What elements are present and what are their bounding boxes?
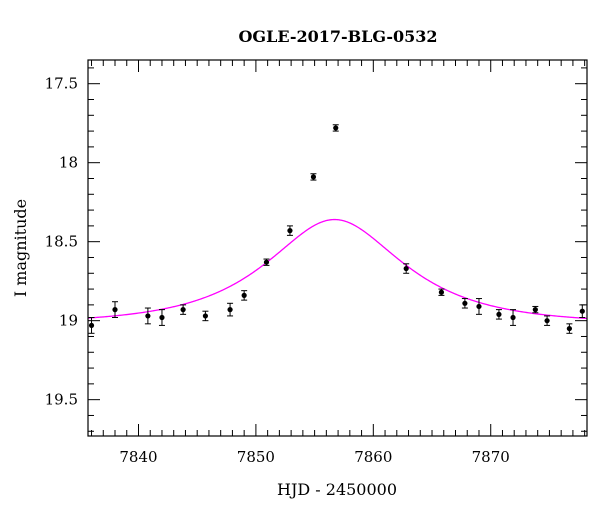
plot-frame xyxy=(87,59,588,437)
data-point xyxy=(532,305,539,314)
data-point xyxy=(566,323,573,334)
data-points-layer xyxy=(88,124,586,334)
data-point-marker xyxy=(112,307,118,313)
data-point xyxy=(263,258,270,266)
data-point xyxy=(202,310,209,322)
y-tick-label: 19 xyxy=(59,312,78,330)
data-point-marker xyxy=(333,125,339,131)
chart-title: OGLE-2017-BLG-0532 xyxy=(238,27,437,46)
data-point xyxy=(112,301,119,319)
data-point-marker xyxy=(462,300,468,306)
data-point-marker xyxy=(88,322,95,329)
data-point xyxy=(579,304,586,319)
data-point-marker xyxy=(438,289,445,295)
x-tick-label: 7840 xyxy=(119,448,157,466)
data-point xyxy=(510,309,517,326)
y-tick-label: 18 xyxy=(59,154,78,172)
data-point xyxy=(544,315,551,326)
y-tick-label: 17.5 xyxy=(45,75,78,93)
data-point-marker xyxy=(544,318,550,324)
data-point xyxy=(88,317,95,334)
data-point xyxy=(332,124,339,132)
data-point xyxy=(144,307,151,325)
x-axis-label: HJD - 2450000 xyxy=(277,480,397,499)
data-point xyxy=(158,309,165,326)
axis-ticks-layer xyxy=(88,60,587,436)
data-point-marker xyxy=(227,307,233,313)
data-point-marker xyxy=(241,292,247,298)
data-point-marker xyxy=(532,307,538,313)
data-point-marker xyxy=(263,259,270,265)
data-point xyxy=(241,290,248,301)
data-point xyxy=(475,298,482,315)
data-point-marker xyxy=(496,311,502,317)
data-point-marker xyxy=(310,174,317,180)
model-curve xyxy=(87,218,588,320)
tick-labels-layer: 7840 7850 7860 7870 17.5 18 18.5 19 19.5 xyxy=(45,75,510,466)
data-point-marker xyxy=(403,265,409,272)
data-point xyxy=(286,225,293,236)
data-point-marker xyxy=(159,314,165,321)
y-tick-label: 19.5 xyxy=(45,391,78,409)
data-point xyxy=(461,298,468,309)
data-point xyxy=(310,173,317,181)
data-point-marker xyxy=(180,307,186,313)
data-point-marker xyxy=(145,313,151,319)
y-axis-label: I magnitude xyxy=(11,199,30,297)
x-tick-label: 7850 xyxy=(237,448,275,466)
data-point xyxy=(403,263,410,274)
data-point-marker xyxy=(202,313,209,319)
data-point xyxy=(495,309,502,320)
x-tick-label: 7870 xyxy=(472,448,510,466)
data-point xyxy=(438,288,445,296)
data-point-marker xyxy=(476,303,482,310)
data-point-marker xyxy=(510,314,516,321)
data-point xyxy=(180,304,187,315)
data-point xyxy=(227,302,234,317)
data-point-marker xyxy=(287,228,293,234)
x-tick-label: 7860 xyxy=(354,448,392,466)
y-tick-label: 18.5 xyxy=(45,233,78,251)
model-curve-layer xyxy=(87,218,588,320)
data-point-marker xyxy=(579,308,585,314)
data-point-marker xyxy=(566,325,572,332)
